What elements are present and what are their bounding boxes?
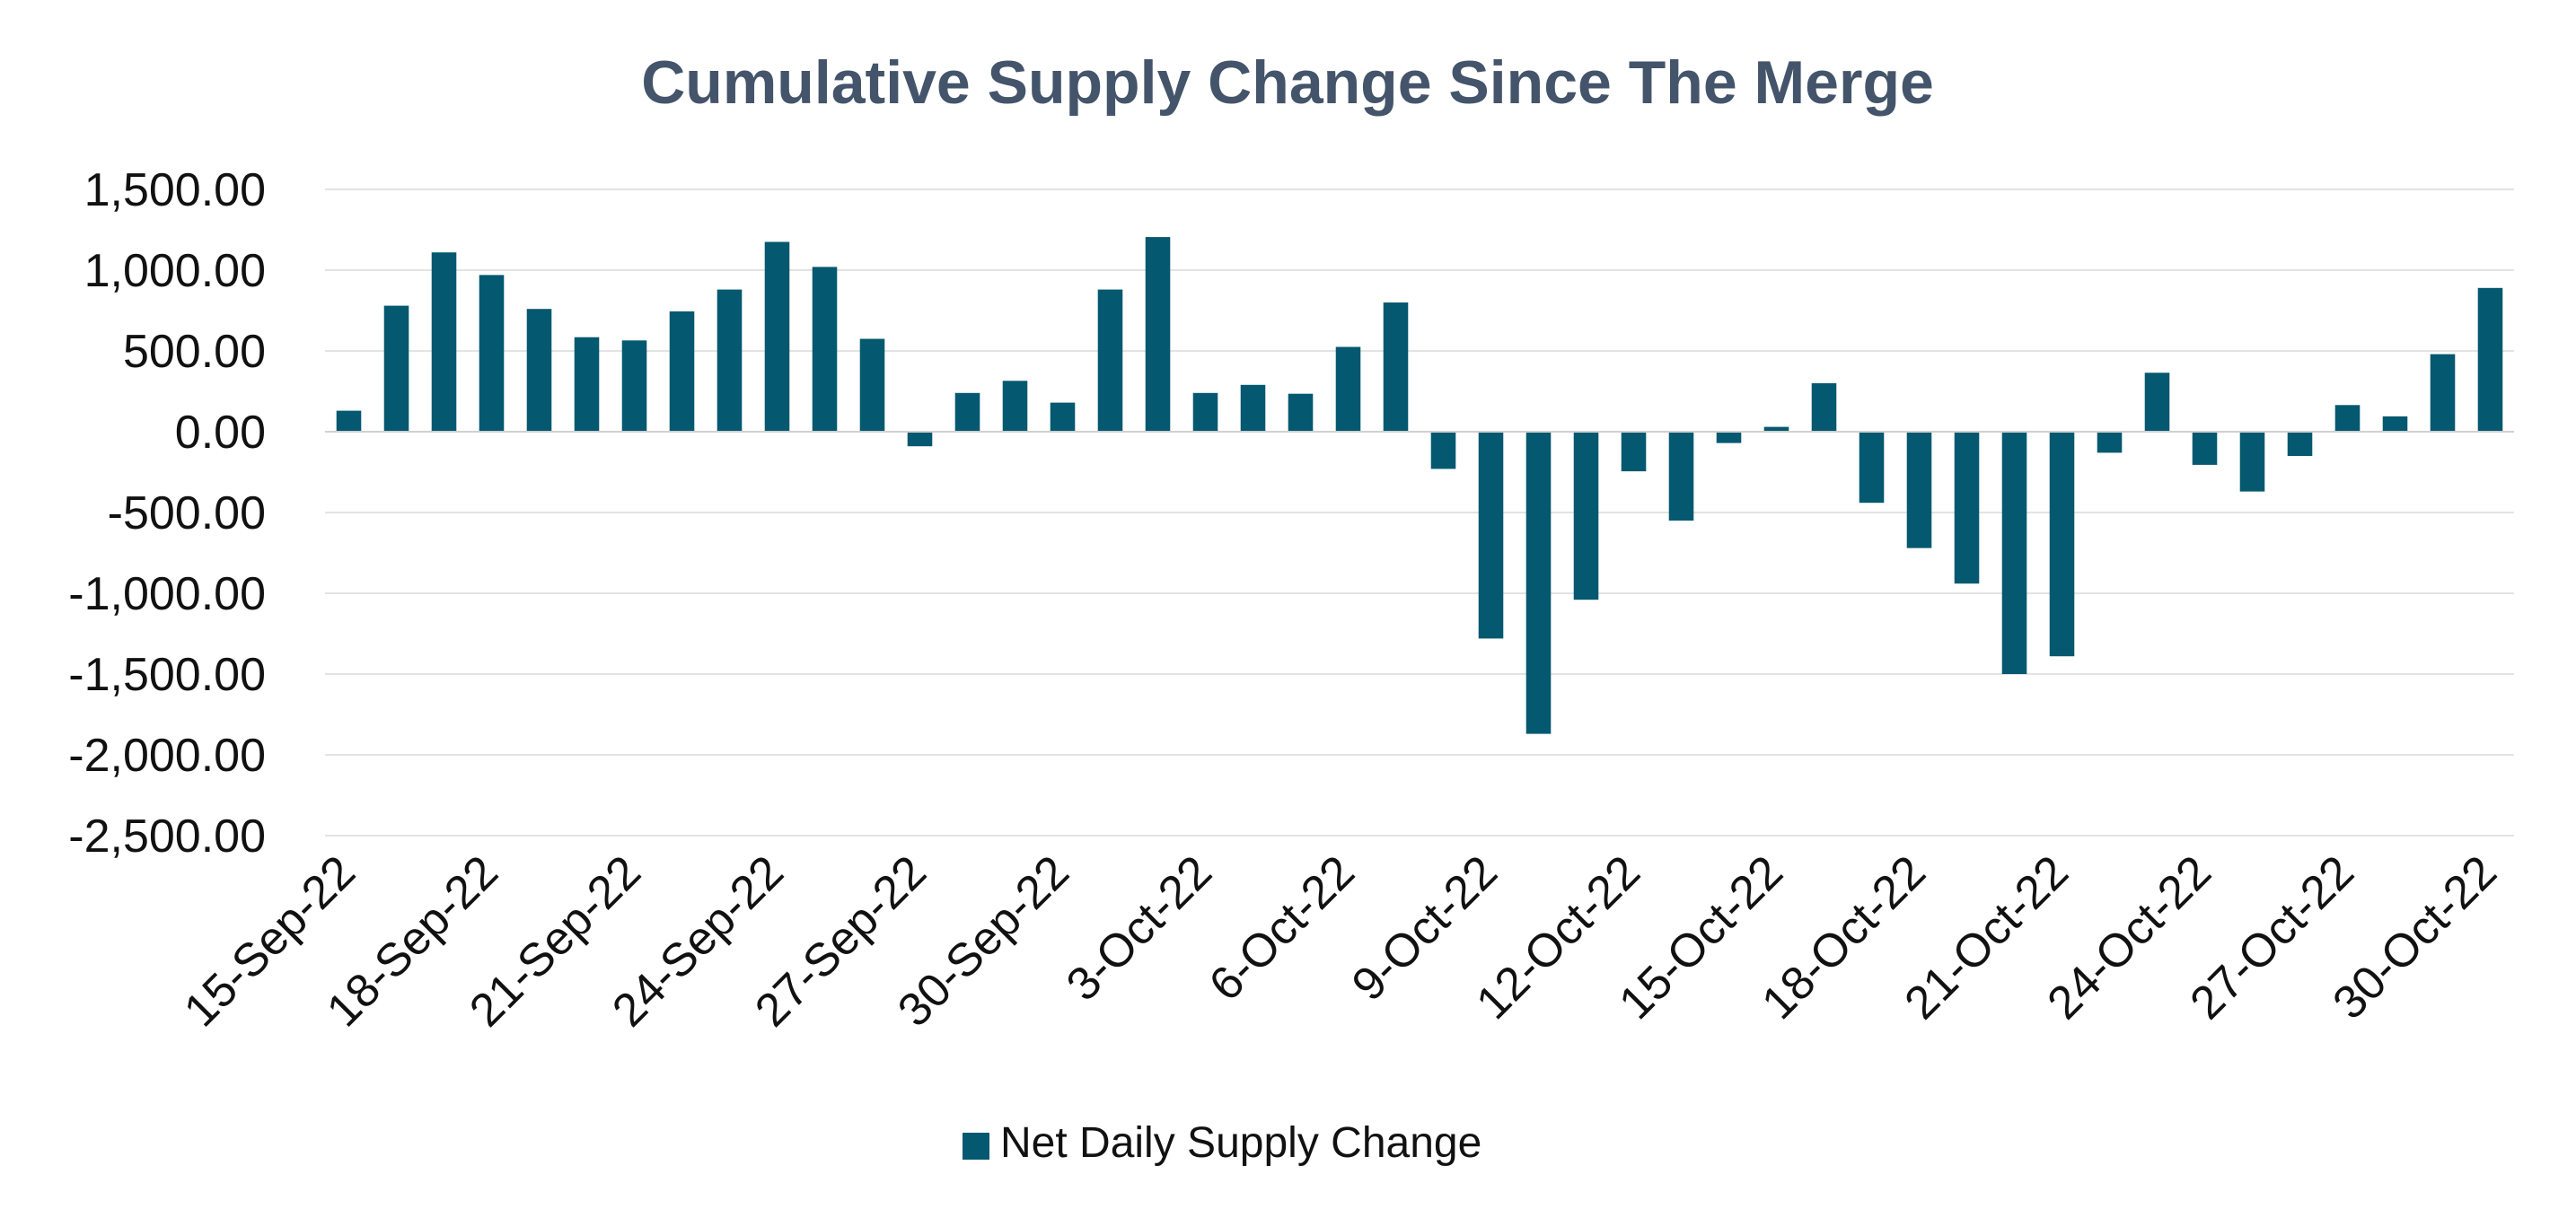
bar-2-Oct-22	[1145, 237, 1171, 432]
bar-4-Oct-22	[1240, 384, 1266, 432]
bar-26-Sep-22	[859, 338, 885, 432]
bar-29-Sep-22	[1002, 381, 1028, 432]
bar-28-Oct-22	[2382, 416, 2408, 432]
bar-21-Sep-22	[621, 340, 647, 432]
bar-30-Oct-22	[2477, 287, 2503, 432]
bar-23-Sep-22	[717, 289, 743, 432]
bar-25-Sep-22	[812, 267, 838, 432]
legend-label: Net Daily Supply Change	[1000, 1119, 1481, 1167]
bar-9-Oct-22	[1478, 432, 1504, 639]
bar-16-Oct-22	[1811, 383, 1837, 432]
bar-24-Sep-22	[764, 241, 790, 432]
bar-30-Sep-22	[1050, 402, 1076, 432]
bar-22-Oct-22	[2097, 432, 2123, 453]
bar-10-Oct-22	[1525, 432, 1552, 734]
bar-5-Oct-22	[1288, 393, 1314, 432]
bar-15-Oct-22	[1763, 426, 1789, 432]
bar-24-Oct-22	[2192, 432, 2218, 465]
bar-13-Oct-22	[1668, 432, 1694, 521]
y-tick-label: 0.00	[175, 407, 266, 459]
bar-20-Oct-22	[2001, 432, 2027, 674]
legend: Net Daily Supply Change	[963, 1119, 1481, 1167]
y-tick-label: 500.00	[123, 326, 266, 378]
bar-6-Oct-22	[1335, 346, 1361, 432]
legend-swatch	[963, 1133, 989, 1160]
bar-11-Oct-22	[1573, 432, 1599, 600]
bar-18-Oct-22	[1906, 432, 1932, 548]
bar-12-Oct-22	[1621, 432, 1647, 472]
bar-19-Sep-22	[526, 309, 552, 432]
bar-22-Sep-22	[669, 311, 695, 432]
bar-18-Sep-22	[479, 275, 505, 432]
bar-14-Oct-22	[1716, 432, 1742, 443]
bar-26-Oct-22	[2287, 432, 2313, 456]
bar-19-Oct-22	[1954, 432, 1980, 584]
y-tick-label: 1,500.00	[84, 164, 266, 216]
bar-20-Sep-22	[574, 337, 600, 432]
bar-21-Oct-22	[2049, 432, 2075, 657]
bar-29-Oct-22	[2430, 354, 2456, 432]
y-tick-label: -500.00	[108, 487, 266, 539]
bar-7-Oct-22	[1383, 302, 1409, 432]
bar-16-Sep-22	[383, 305, 409, 432]
y-tick-label: -1,000.00	[68, 568, 266, 620]
bar-15-Sep-22	[336, 410, 362, 432]
y-tick-label: -2,000.00	[68, 730, 266, 782]
bar-28-Sep-22	[954, 392, 980, 432]
chart-title: Cumulative Supply Change Since The Merge	[641, 48, 1934, 117]
bar-8-Oct-22	[1430, 432, 1456, 469]
bar-23-Oct-22	[2144, 372, 2170, 432]
bar-27-Oct-22	[2334, 405, 2361, 432]
bar-17-Sep-22	[431, 252, 457, 432]
y-axis-tick-labels: 1,500.00 1,000.00 500.00 0.00 -500.00 -1,000.…	[68, 164, 266, 863]
bar-1-Oct-22	[1097, 289, 1123, 432]
bar-17-Oct-22	[1859, 432, 1885, 504]
bar-27-Sep-22	[907, 432, 933, 447]
bar-25-Oct-22	[2239, 432, 2265, 492]
bar-3-Oct-22	[1192, 392, 1218, 432]
y-tick-label: -1,500.00	[68, 649, 266, 701]
y-tick-label: 1,000.00	[84, 245, 266, 297]
bar-series	[336, 237, 2503, 734]
y-tick-label: -2,500.00	[68, 810, 266, 863]
